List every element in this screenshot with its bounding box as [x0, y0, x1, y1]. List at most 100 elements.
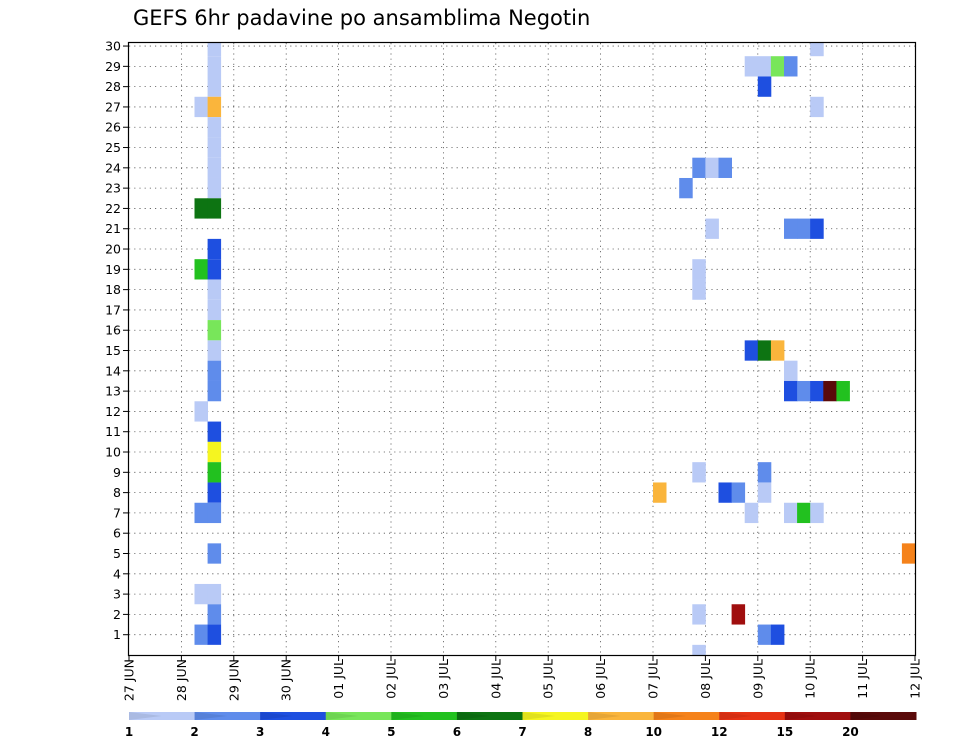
y-tick-label: 8	[113, 485, 121, 500]
x-tick-label: 09 JUL	[750, 659, 765, 699]
precip-cell	[207, 137, 222, 158]
colorbar-swatch	[194, 712, 261, 720]
colorbar-label: 7	[518, 725, 526, 739]
colorbar-notch	[719, 712, 753, 720]
precip-cell	[744, 340, 759, 361]
x-tick-label: 28 JUN	[174, 659, 189, 701]
colorbar-notch	[653, 712, 687, 720]
precip-cell	[810, 96, 824, 118]
y-tick-label: 11	[105, 424, 121, 439]
precip-cell	[692, 157, 706, 178]
x-tick-label: 29 JUN	[226, 659, 241, 701]
x-axis-labels: 27 JUN 28 JUN 29 JUN 30 JUN 01 JUL 02 JUL 03 J…	[122, 659, 923, 701]
precip-cell	[207, 76, 222, 97]
precip-cell	[810, 43, 824, 57]
precip-cell	[810, 502, 824, 524]
colorbar-label: 8	[584, 725, 592, 739]
colorbar-swatch	[850, 712, 917, 720]
colorbar-label: 4	[322, 725, 330, 739]
axis-ticks	[123, 45, 916, 661]
colorbar-notch	[325, 712, 359, 720]
precip-cell	[207, 360, 222, 381]
y-tick-label: 7	[113, 505, 121, 520]
plot-frame	[127, 41, 917, 657]
y-tick-label: 9	[113, 465, 121, 480]
precip-cell	[810, 380, 824, 402]
y-tick-label: 26	[105, 120, 121, 135]
colorbar-label: 20	[842, 725, 859, 739]
y-axis-labels: 1234567891011121314151617181920212223242…	[105, 39, 121, 643]
x-tick-label: 12 JUL	[908, 659, 923, 699]
x-tick-label: 27 JUN	[122, 659, 137, 701]
colorbar-notch	[784, 712, 818, 720]
y-tick-label: 15	[105, 343, 121, 358]
precip-cell	[207, 279, 222, 300]
precip-cell	[194, 583, 208, 605]
y-tick-label: 6	[113, 526, 121, 541]
colorbar-swatch	[391, 712, 458, 720]
precip-cell	[784, 56, 798, 77]
colorbar-swatch	[522, 712, 589, 720]
precip-cell	[194, 624, 208, 645]
colorbar-notch	[194, 712, 228, 720]
y-tick-label: 10	[105, 445, 121, 460]
x-tick-label: 11 JUL	[855, 659, 870, 699]
precip-cell	[757, 482, 772, 503]
precip-cell	[705, 157, 719, 178]
precip-cell	[692, 644, 706, 655]
colorbar-label: 5	[387, 725, 395, 739]
x-tick-label: 07 JUL	[646, 659, 661, 699]
precip-cell	[797, 502, 811, 524]
y-tick-label: 22	[105, 201, 121, 216]
precip-cell	[207, 441, 222, 463]
colorbar-label: 3	[256, 725, 264, 739]
x-tick-label: 06 JUL	[593, 659, 608, 699]
precip-cell	[797, 380, 811, 402]
precip-cell	[207, 482, 222, 503]
y-tick-label: 27	[105, 99, 121, 114]
precip-cell	[207, 238, 222, 260]
precip-cell	[692, 604, 706, 625]
colorbar-labels: 1 2 3 4 5 6 7 8 10 12 15 20	[125, 725, 859, 739]
precip-cell	[784, 360, 798, 381]
colorbar-swatch	[588, 712, 655, 720]
precip-cell	[207, 380, 222, 402]
y-tick-label: 5	[113, 546, 121, 561]
x-tick-label: 30 JUN	[279, 659, 294, 701]
precip-cell	[207, 259, 222, 280]
precip-cell	[207, 299, 222, 321]
y-tick-label: 23	[105, 181, 121, 196]
precip-cell	[823, 380, 837, 402]
colorbar-notch	[391, 712, 425, 720]
chart-title: GEFS 6hr padavine po ansamblima Negotin	[133, 6, 590, 30]
y-tick-label: 17	[105, 302, 121, 317]
y-tick-label: 20	[105, 242, 121, 257]
precip-cell	[207, 320, 222, 341]
y-tick-label: 16	[105, 323, 121, 338]
x-tick-label: 04 JUL	[488, 659, 503, 699]
y-tick-label: 24	[105, 160, 121, 175]
colorbar-notch	[850, 712, 884, 720]
y-tick-label: 18	[105, 282, 121, 297]
colorbar-notch	[129, 712, 162, 720]
precip-cell	[757, 462, 772, 483]
precip-cell	[718, 482, 732, 503]
precip-cell	[836, 380, 850, 402]
colorbar-label: 6	[453, 725, 461, 739]
colorbar-notch	[456, 712, 490, 720]
precip-cell	[692, 462, 706, 483]
precip-cell	[784, 218, 798, 239]
precip-cell	[797, 218, 811, 239]
precip-cell	[207, 624, 222, 645]
colorbar	[129, 712, 917, 720]
gridlines	[129, 43, 915, 655]
precip-cell	[757, 624, 772, 645]
precip-cell	[207, 543, 222, 564]
x-tick-label: 02 JUL	[384, 659, 399, 699]
x-tick-label: 08 JUL	[698, 659, 713, 699]
precip-cell	[207, 198, 222, 219]
y-tick-label: 21	[105, 221, 121, 236]
precip-cell	[705, 218, 719, 239]
y-tick-label: 3	[113, 587, 121, 602]
